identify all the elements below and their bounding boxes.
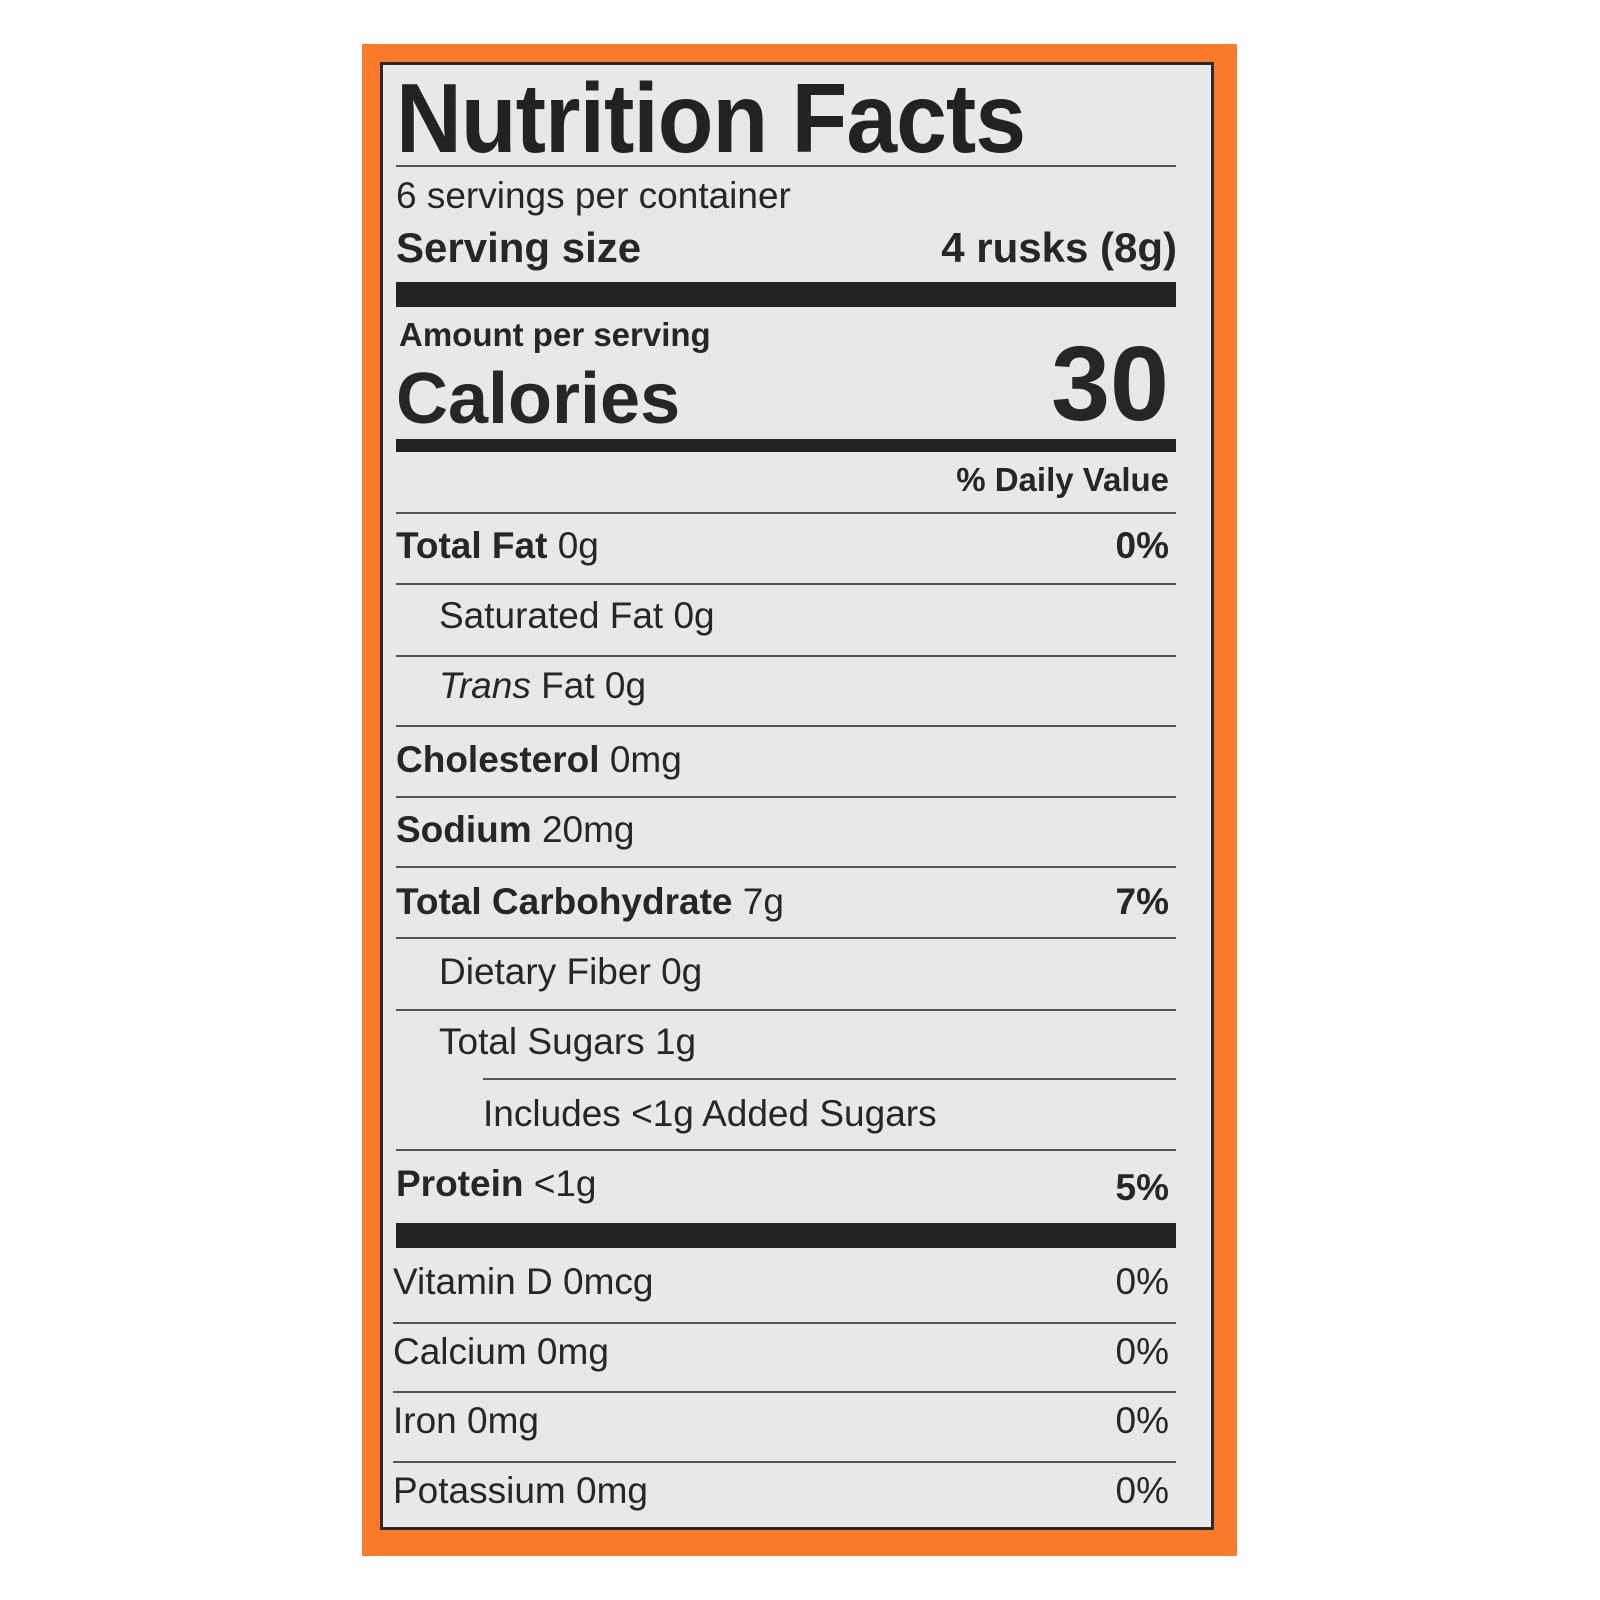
- nutrient-amount: 1g: [654, 1021, 697, 1062]
- nutrient-name: Total Carbohydrate: [396, 881, 733, 922]
- divider: [393, 1391, 1176, 1393]
- medium-divider: [396, 439, 1176, 452]
- nutrient-row: Saturated Fat 0g: [439, 597, 715, 634]
- calories-label: Calories: [396, 359, 681, 439]
- nutrient-daily-value: 7%: [1115, 881, 1169, 922]
- nutrient-name: Includes <1g Added Sugars: [483, 1093, 937, 1134]
- divider: [396, 1149, 1176, 1151]
- nutrient-name: Trans: [439, 665, 531, 706]
- nutrient-amount: 20mg: [541, 809, 635, 850]
- nutrient-row: Total Sugars 1g: [439, 1023, 696, 1060]
- nutrient-amount: 7g: [742, 881, 784, 922]
- nutrient-name-suffix: Fat: [541, 665, 595, 706]
- vitamin-name: Potassium 0mg: [393, 1470, 648, 1511]
- nutrient-row: Includes <1g Added Sugars: [483, 1095, 937, 1132]
- vitamin-daily-value: 0%: [1115, 1400, 1169, 1441]
- nutrient-daily-value: 5%: [1115, 1167, 1169, 1208]
- calories-value: 30: [1051, 325, 1169, 443]
- nutrient-name: Sodium: [396, 809, 532, 850]
- nutrient-row: Sodium 20mg: [396, 811, 635, 848]
- nutrient-daily-value: 0%: [1115, 525, 1169, 566]
- thick-divider: [396, 1223, 1176, 1248]
- nutrient-row: Dietary Fiber 0g: [439, 953, 702, 990]
- nutrient-amount: 0g: [557, 525, 599, 566]
- thick-divider: [396, 282, 1176, 307]
- nutrient-row: Total Carbohydrate 7g: [396, 883, 784, 920]
- nutrient-amount: 0g: [673, 595, 715, 636]
- divider: [483, 1078, 1176, 1080]
- divider: [396, 165, 1176, 167]
- vitamin-daily-value: 0%: [1115, 1261, 1169, 1302]
- nutrition-facts-panel: Nutrition Facts 6 servings per container…: [380, 62, 1214, 1530]
- vitamin-name: Calcium 0mg: [393, 1331, 609, 1372]
- nutrient-name: Saturated Fat: [439, 595, 664, 636]
- nutrient-amount: 0g: [604, 665, 647, 706]
- daily-value-header: % Daily Value: [956, 461, 1169, 498]
- divider: [396, 583, 1176, 585]
- vitamin-daily-value: 0%: [1115, 1470, 1169, 1511]
- divider: [396, 655, 1176, 657]
- nutrient-row: Total Fat 0g: [396, 527, 599, 564]
- nutrient-name: Total Sugars: [439, 1021, 645, 1062]
- title: Nutrition Facts: [396, 63, 1026, 173]
- serving-size-value: 4 rusks (8g): [941, 224, 1177, 271]
- divider: [393, 1461, 1176, 1463]
- nutrient-row: Protein <1g: [396, 1165, 597, 1202]
- nutrient-name: Cholesterol: [396, 739, 600, 780]
- nutrient-amount: 0mg: [609, 739, 682, 780]
- nutrient-row: Cholesterol 0mg: [396, 741, 682, 778]
- serving-size-label: Serving size: [396, 224, 642, 271]
- nutrient-name: Dietary Fiber: [439, 951, 651, 992]
- vitamin-name: Iron 0mg: [393, 1400, 540, 1441]
- nutrient-amount: <1g: [533, 1163, 597, 1204]
- nutrient-amount: 0g: [661, 951, 703, 992]
- nutrient-name: Protein: [396, 1163, 524, 1204]
- vitamin-daily-value: 0%: [1115, 1331, 1169, 1372]
- divider: [393, 1322, 1176, 1324]
- nutrient-row: Trans Fat 0g: [439, 667, 646, 704]
- nutrient-name: Total Fat: [396, 525, 548, 566]
- divider: [396, 1009, 1176, 1011]
- divider: [396, 937, 1176, 939]
- amount-per-serving: Amount per serving: [399, 316, 711, 353]
- divider: [396, 512, 1176, 514]
- servings-per-container: 6 servings per container: [396, 175, 791, 216]
- divider: [396, 725, 1176, 727]
- vitamin-name: Vitamin D 0mcg: [393, 1261, 654, 1302]
- divider: [396, 796, 1176, 798]
- divider: [396, 866, 1176, 868]
